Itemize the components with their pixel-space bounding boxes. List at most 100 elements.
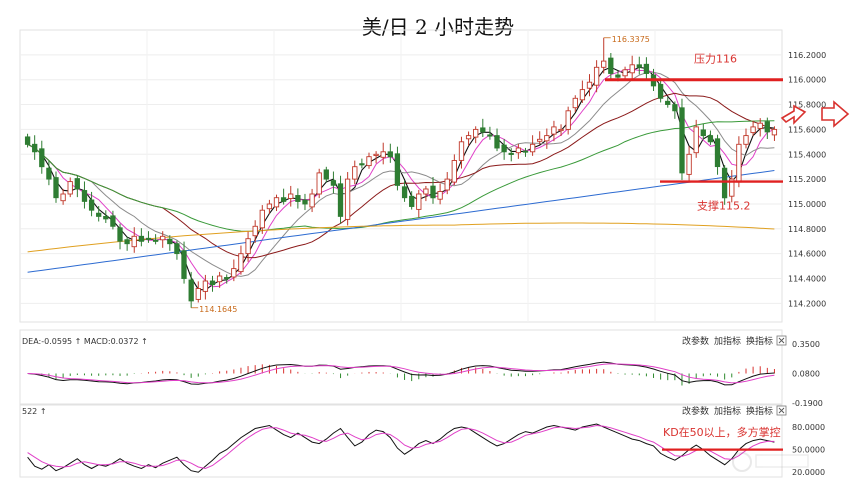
macd-axis: 0.3500 0.0800 -0.1900	[792, 340, 823, 408]
support-resistance	[605, 78, 783, 183]
candle-body	[167, 238, 173, 245]
candle-body	[572, 97, 578, 109]
price-extremes: 116.3375 114.1645	[191, 35, 650, 314]
candle-body	[209, 280, 216, 286]
candle-body	[409, 195, 415, 207]
candle-body	[657, 83, 664, 99]
candle-body	[423, 188, 429, 195]
candle-body	[145, 237, 152, 240]
macd-panel: DEA:-0.0595 ↑ MACD:0.0372 ↑ 改参数 加指标 换指标 …	[19, 329, 823, 408]
moving-average-line	[27, 222, 775, 253]
macd-tick-label: 0.3500	[792, 340, 820, 349]
candle-body	[707, 135, 714, 143]
candle-body	[764, 121, 770, 133]
candle-body	[480, 127, 486, 133]
macd-close-icon[interactable]	[776, 335, 787, 346]
candle-body	[67, 181, 73, 195]
candle-body	[39, 148, 45, 168]
macd-controls: 改参数 加指标 换指标	[682, 335, 787, 347]
candle-body	[494, 135, 500, 149]
macd-tick-label: -0.1900	[792, 399, 823, 408]
candle-body	[551, 126, 557, 135]
candle-body	[288, 193, 294, 199]
kd-lines	[27, 423, 775, 473]
kd-tick-label: 50.0000	[792, 446, 825, 455]
moving-average-line	[27, 68, 775, 288]
watermark-logo	[732, 452, 809, 472]
candle-body	[259, 209, 265, 229]
macd-tick-label: 0.0800	[792, 370, 820, 379]
candle-body	[124, 239, 130, 245]
candle-body	[537, 138, 543, 142]
candle-body	[188, 279, 194, 302]
kd-controls: 改参数 加指标 换指标	[682, 405, 787, 417]
price-tick-label: 115.6000	[788, 125, 826, 134]
candle-body	[110, 215, 116, 227]
candle-body	[117, 227, 123, 242]
candle-body	[558, 128, 564, 132]
candle-body	[451, 160, 457, 183]
support-label: 支撑115.2	[697, 199, 751, 213]
macd-lines	[27, 361, 775, 386]
moving-average-line	[27, 71, 775, 277]
price-tick-label: 114.2000	[788, 299, 826, 308]
candle-body	[714, 138, 721, 168]
candle-body	[636, 64, 642, 68]
candle-body	[629, 64, 635, 74]
price-panel: 116.2000 116.0000 115.8000 115.6000 115.4000…	[19, 29, 850, 323]
candle-body	[430, 185, 436, 199]
candle-body	[729, 178, 735, 197]
macd-histogram	[34, 364, 775, 386]
candle-body	[487, 134, 493, 137]
candle-body	[565, 110, 571, 130]
candle-body	[750, 126, 756, 134]
candle-body	[615, 74, 621, 78]
candle-body	[74, 178, 80, 190]
price-axis: 116.2000 116.0000 115.8000 115.6000 115.4000…	[788, 51, 826, 309]
candle-body	[202, 280, 209, 292]
price-tick-label: 114.6000	[788, 250, 826, 259]
candle-body	[586, 81, 593, 89]
kd-close-icon[interactable]	[776, 405, 787, 416]
candle-body	[373, 153, 379, 156]
candle-body	[622, 69, 628, 77]
macd-edit-params-button[interactable]: 改参数	[682, 335, 709, 347]
candle-body	[544, 135, 550, 142]
candle-body	[252, 225, 258, 237]
candle-body	[174, 243, 180, 255]
candle-body	[665, 100, 671, 105]
candle-body	[53, 177, 59, 199]
candle-body	[309, 193, 315, 208]
candle-body	[771, 128, 778, 136]
candle-body	[437, 191, 443, 200]
candle-body	[238, 253, 244, 273]
candle-body	[152, 239, 159, 242]
chart-title: 美/日 2 小时走势	[362, 15, 514, 39]
kd-edit-params-button[interactable]: 改参数	[682, 405, 709, 417]
candle-body	[736, 143, 742, 183]
candle-body	[672, 104, 678, 112]
kd-add-indicator-button[interactable]: 加指标	[714, 405, 741, 417]
candle-body	[344, 178, 351, 220]
candle-body	[160, 235, 166, 241]
macd-switch-indicator-button[interactable]: 换指标	[746, 335, 773, 347]
candle-body	[216, 275, 223, 283]
kd-panel: 522 ↑ 改参数 加指标 换指标 80.000050.000020.0000 …	[19, 404, 825, 478]
candle-body	[195, 288, 201, 300]
moving-averages	[27, 66, 775, 291]
candle-body	[323, 169, 329, 180]
candle-body	[601, 60, 607, 68]
candle-body	[608, 57, 614, 74]
kd-annotation: KD在50以上，多方掌控	[663, 425, 781, 439]
candle-body	[458, 141, 465, 161]
price-tick-label: 115.0000	[788, 200, 826, 209]
kd-switch-indicator-button[interactable]: 换指标	[746, 405, 773, 417]
candle-body	[700, 129, 706, 137]
candle-body	[387, 151, 393, 158]
candle-body	[231, 268, 237, 278]
candle-body	[721, 167, 728, 199]
macd-dea-line	[27, 363, 775, 384]
macd-add-indicator-button[interactable]: 加指标	[714, 335, 741, 347]
